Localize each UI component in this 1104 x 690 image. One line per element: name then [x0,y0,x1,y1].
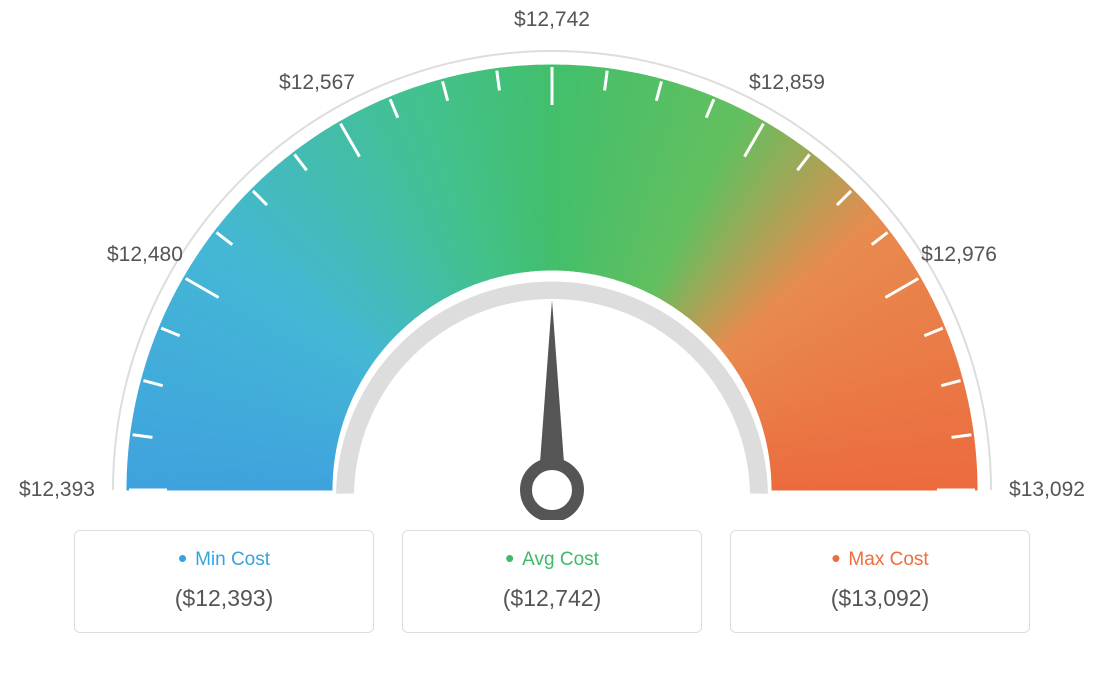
gauge-scale-label: $12,480 [107,243,183,267]
gauge-scale-label: $12,742 [514,8,590,32]
legend-value-min: ($12,393) [85,585,363,612]
gauge-scale-label: $13,092 [1009,478,1085,502]
legend-value-avg: ($12,742) [413,585,691,612]
legend-title-max: Max Cost [741,549,1019,571]
legend-card-max: Max Cost ($13,092) [730,530,1030,633]
gauge-scale-label: $12,393 [19,478,95,502]
legend-value-max: ($13,092) [741,585,1019,612]
gauge-scale-label: $12,859 [749,71,825,95]
gauge-scale-label: $12,567 [279,71,355,95]
legend-title-avg: Avg Cost [413,549,691,571]
legend-card-min: Min Cost ($12,393) [74,530,374,633]
gauge-scale-label: $12,976 [921,243,997,267]
legend-card-avg: Avg Cost ($12,742) [402,530,702,633]
legend-title-min: Min Cost [85,549,363,571]
gauge-chart: $12,393 $12,480 $12,567 $12,742 $12,859 $12,9… [0,0,1104,520]
legend-row: Min Cost ($12,393) Avg Cost ($12,742) Ma… [0,530,1104,633]
